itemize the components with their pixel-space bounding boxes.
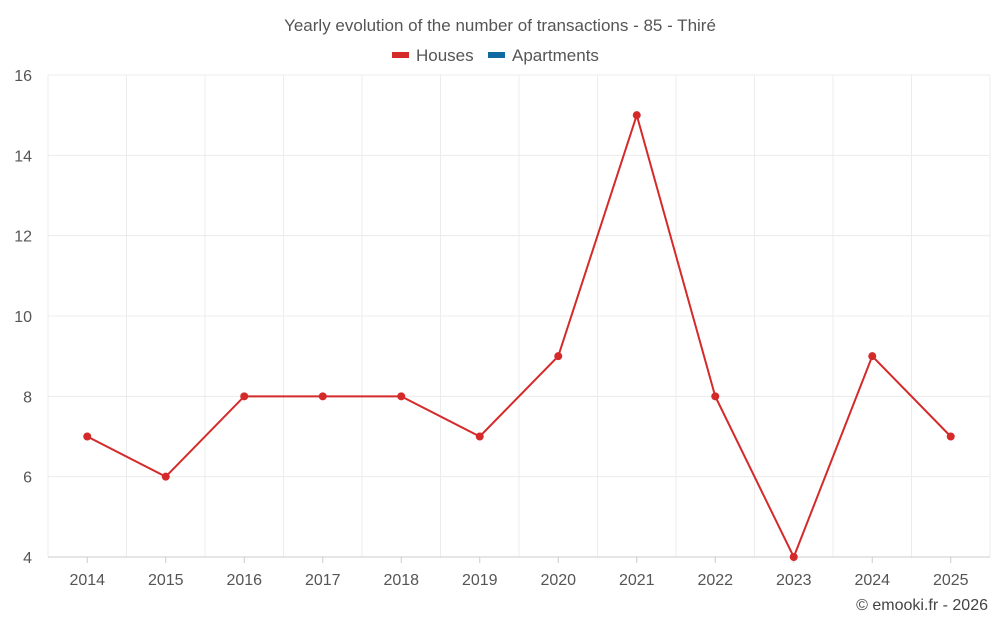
y-tick-label: 10	[14, 309, 32, 326]
legend-item-apartments[interactable]: Apartments	[488, 46, 599, 65]
data-point[interactable]	[318, 392, 327, 401]
y-tick-label: 4	[23, 550, 32, 567]
legend: Houses Apartments	[392, 46, 599, 65]
legend-label-houses: Houses	[416, 46, 474, 65]
data-point[interactable]	[475, 432, 484, 441]
x-tick-label: 2015	[148, 572, 184, 589]
legend-label-apartments: Apartments	[512, 46, 599, 65]
y-tick-label: 14	[14, 148, 32, 165]
series-line-houses	[86, 111, 952, 560]
x-tick-label: 2023	[776, 572, 812, 589]
data-point[interactable]	[240, 392, 249, 401]
x-tick-label: 2022	[697, 572, 733, 589]
y-tick-label: 6	[23, 470, 32, 487]
x-tick-label: 2018	[383, 572, 419, 589]
series	[83, 111, 955, 561]
data-point[interactable]	[161, 472, 170, 481]
x-tick-label: 2020	[540, 572, 576, 589]
data-point[interactable]	[868, 352, 877, 361]
data-point[interactable]	[946, 432, 955, 441]
chart-title: Yearly evolution of the number of transa…	[284, 16, 716, 35]
x-tick-label: 2016	[226, 572, 262, 589]
grid	[47, 74, 991, 557]
data-point[interactable]	[397, 392, 406, 401]
x-tick-label: 2017	[305, 572, 341, 589]
credit-text: © emooki.fr - 2026	[856, 597, 988, 614]
x-tick-label: 2014	[69, 572, 105, 589]
y-tick-label: 16	[14, 68, 32, 85]
x-tick-label: 2025	[933, 572, 969, 589]
y-tick-label: 12	[14, 229, 32, 246]
y-tick-label: 8	[23, 389, 32, 406]
x-tick-label: 2021	[619, 572, 655, 589]
x-tick-label: 2019	[462, 572, 498, 589]
data-point[interactable]	[789, 553, 798, 561]
data-point[interactable]	[554, 352, 563, 361]
data-point[interactable]	[632, 111, 641, 120]
data-point[interactable]	[711, 392, 720, 401]
legend-item-houses[interactable]: Houses	[392, 46, 474, 65]
axes: 4 6 8 10 12 14 16 2014 2015 2016 2017 2018 2019 2020 2…	[14, 68, 990, 589]
x-tick-label: 2024	[854, 572, 890, 589]
data-point[interactable]	[83, 432, 92, 441]
legend-swatch-houses	[392, 52, 409, 58]
legend-swatch-apartments	[488, 52, 505, 58]
